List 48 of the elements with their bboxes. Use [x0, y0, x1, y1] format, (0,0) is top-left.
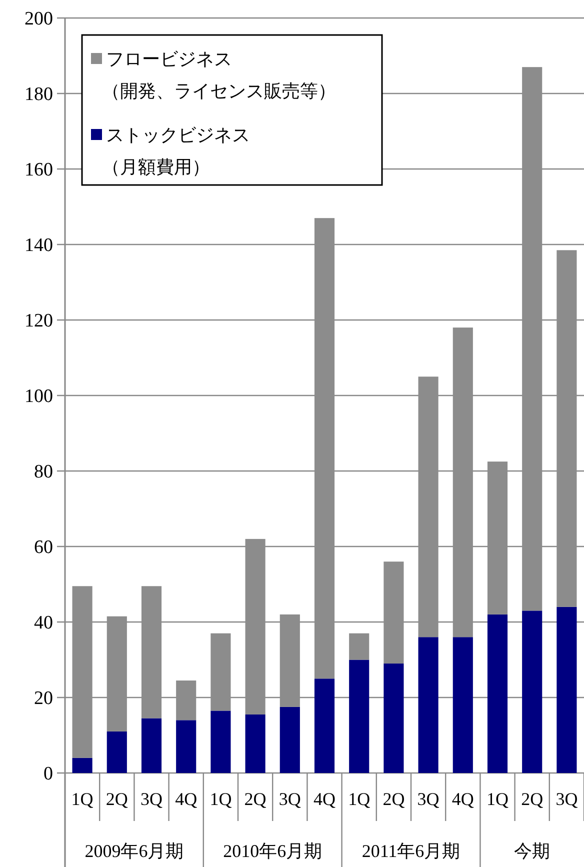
x-tick-label: 1Q	[486, 789, 508, 809]
x-tick-label: 3Q	[278, 789, 301, 809]
x-tick-label: 4Q	[175, 789, 198, 809]
bar	[176, 720, 196, 773]
y-tick-label: 20	[34, 688, 53, 710]
y-tick-label: 80	[34, 462, 53, 483]
x-tick-label: 4Q	[314, 789, 336, 809]
x-tick-label: 3Q	[417, 789, 440, 809]
x-tick-label: 3Q	[140, 789, 162, 809]
bar	[72, 758, 92, 773]
bar	[418, 637, 438, 773]
bar	[452, 637, 473, 773]
text: 2009年6月期	[84, 841, 184, 861]
bar	[384, 664, 404, 773]
x-tick-label: 2Q	[382, 789, 405, 809]
y-tick-label: 160	[24, 160, 53, 181]
x-tick-label: 1Q	[71, 789, 94, 809]
y-tick-label: 0	[44, 764, 53, 785]
y-tick-label: 60	[34, 537, 53, 558]
y-tick-label: 180	[24, 84, 53, 106]
x-tick-label: 3Q	[556, 789, 578, 809]
x-tick-label: 1Q	[210, 789, 232, 809]
bar	[349, 633, 370, 660]
bar	[210, 710, 231, 773]
bar	[245, 714, 266, 773]
bar	[106, 731, 127, 773]
x-tick-label: 2Q	[521, 789, 544, 809]
bar	[522, 610, 542, 773]
bar	[349, 660, 370, 773]
bar	[280, 706, 300, 773]
x-tick-label: 4Q	[452, 789, 474, 809]
bar	[141, 718, 162, 773]
text: 2011年6月期	[362, 841, 460, 861]
y-tick-label: 140	[24, 235, 53, 256]
text: 2010年6月期	[223, 841, 322, 861]
y-tick-label: 100	[24, 386, 53, 408]
legend-label: ストックビジネス（月額費用）	[102, 125, 250, 177]
x-tick-label: 2Q	[106, 789, 128, 809]
text: 今期	[514, 841, 550, 861]
bar	[314, 678, 335, 773]
bar	[487, 614, 508, 773]
y-tick-label: 200	[24, 8, 53, 30]
y-tick-label: 40	[34, 612, 53, 634]
x-tick-label: 1Q	[348, 789, 370, 809]
x-tick-label: 2Q	[244, 789, 266, 809]
bar	[556, 606, 577, 773]
legend-label: フロービジネス（開発、ライセンス販売等）	[102, 49, 336, 101]
y-tick-label: 120	[24, 310, 53, 332]
